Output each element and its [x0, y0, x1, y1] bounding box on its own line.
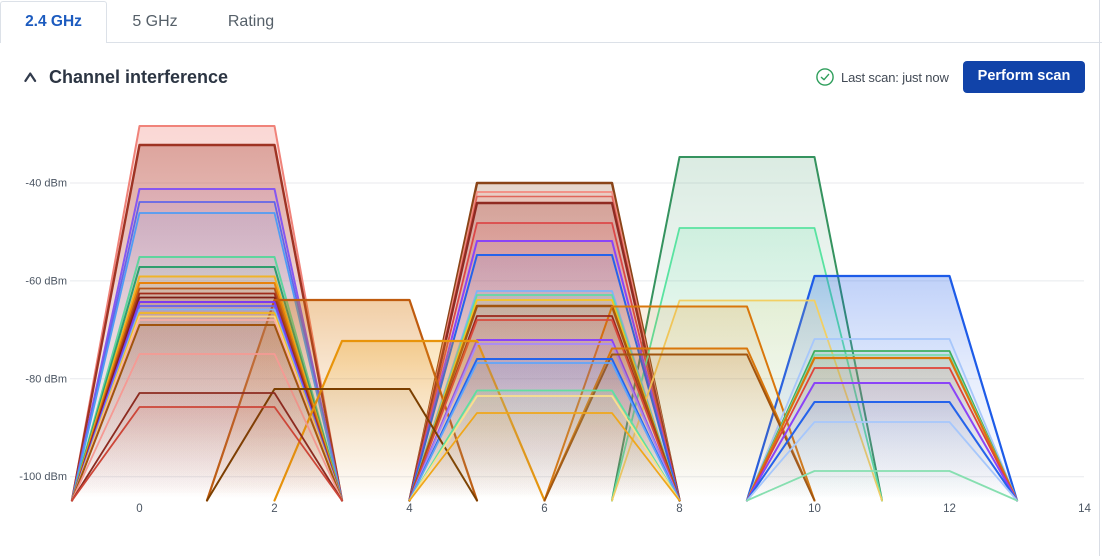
- svg-text:10: 10: [808, 503, 821, 515]
- svg-text:14: 14: [1078, 503, 1091, 515]
- svg-text:-100 dBm: -100 dBm: [19, 471, 67, 483]
- svg-text:0: 0: [136, 503, 142, 515]
- svg-text:12: 12: [943, 503, 956, 515]
- svg-text:-40 dBm: -40 dBm: [25, 178, 67, 190]
- svg-text:2: 2: [271, 503, 277, 515]
- svg-text:-60 dBm: -60 dBm: [25, 275, 67, 287]
- svg-text:6: 6: [541, 503, 547, 515]
- svg-text:8: 8: [676, 503, 682, 515]
- svg-text:-80 dBm: -80 dBm: [25, 373, 67, 385]
- svg-text:4: 4: [406, 503, 413, 515]
